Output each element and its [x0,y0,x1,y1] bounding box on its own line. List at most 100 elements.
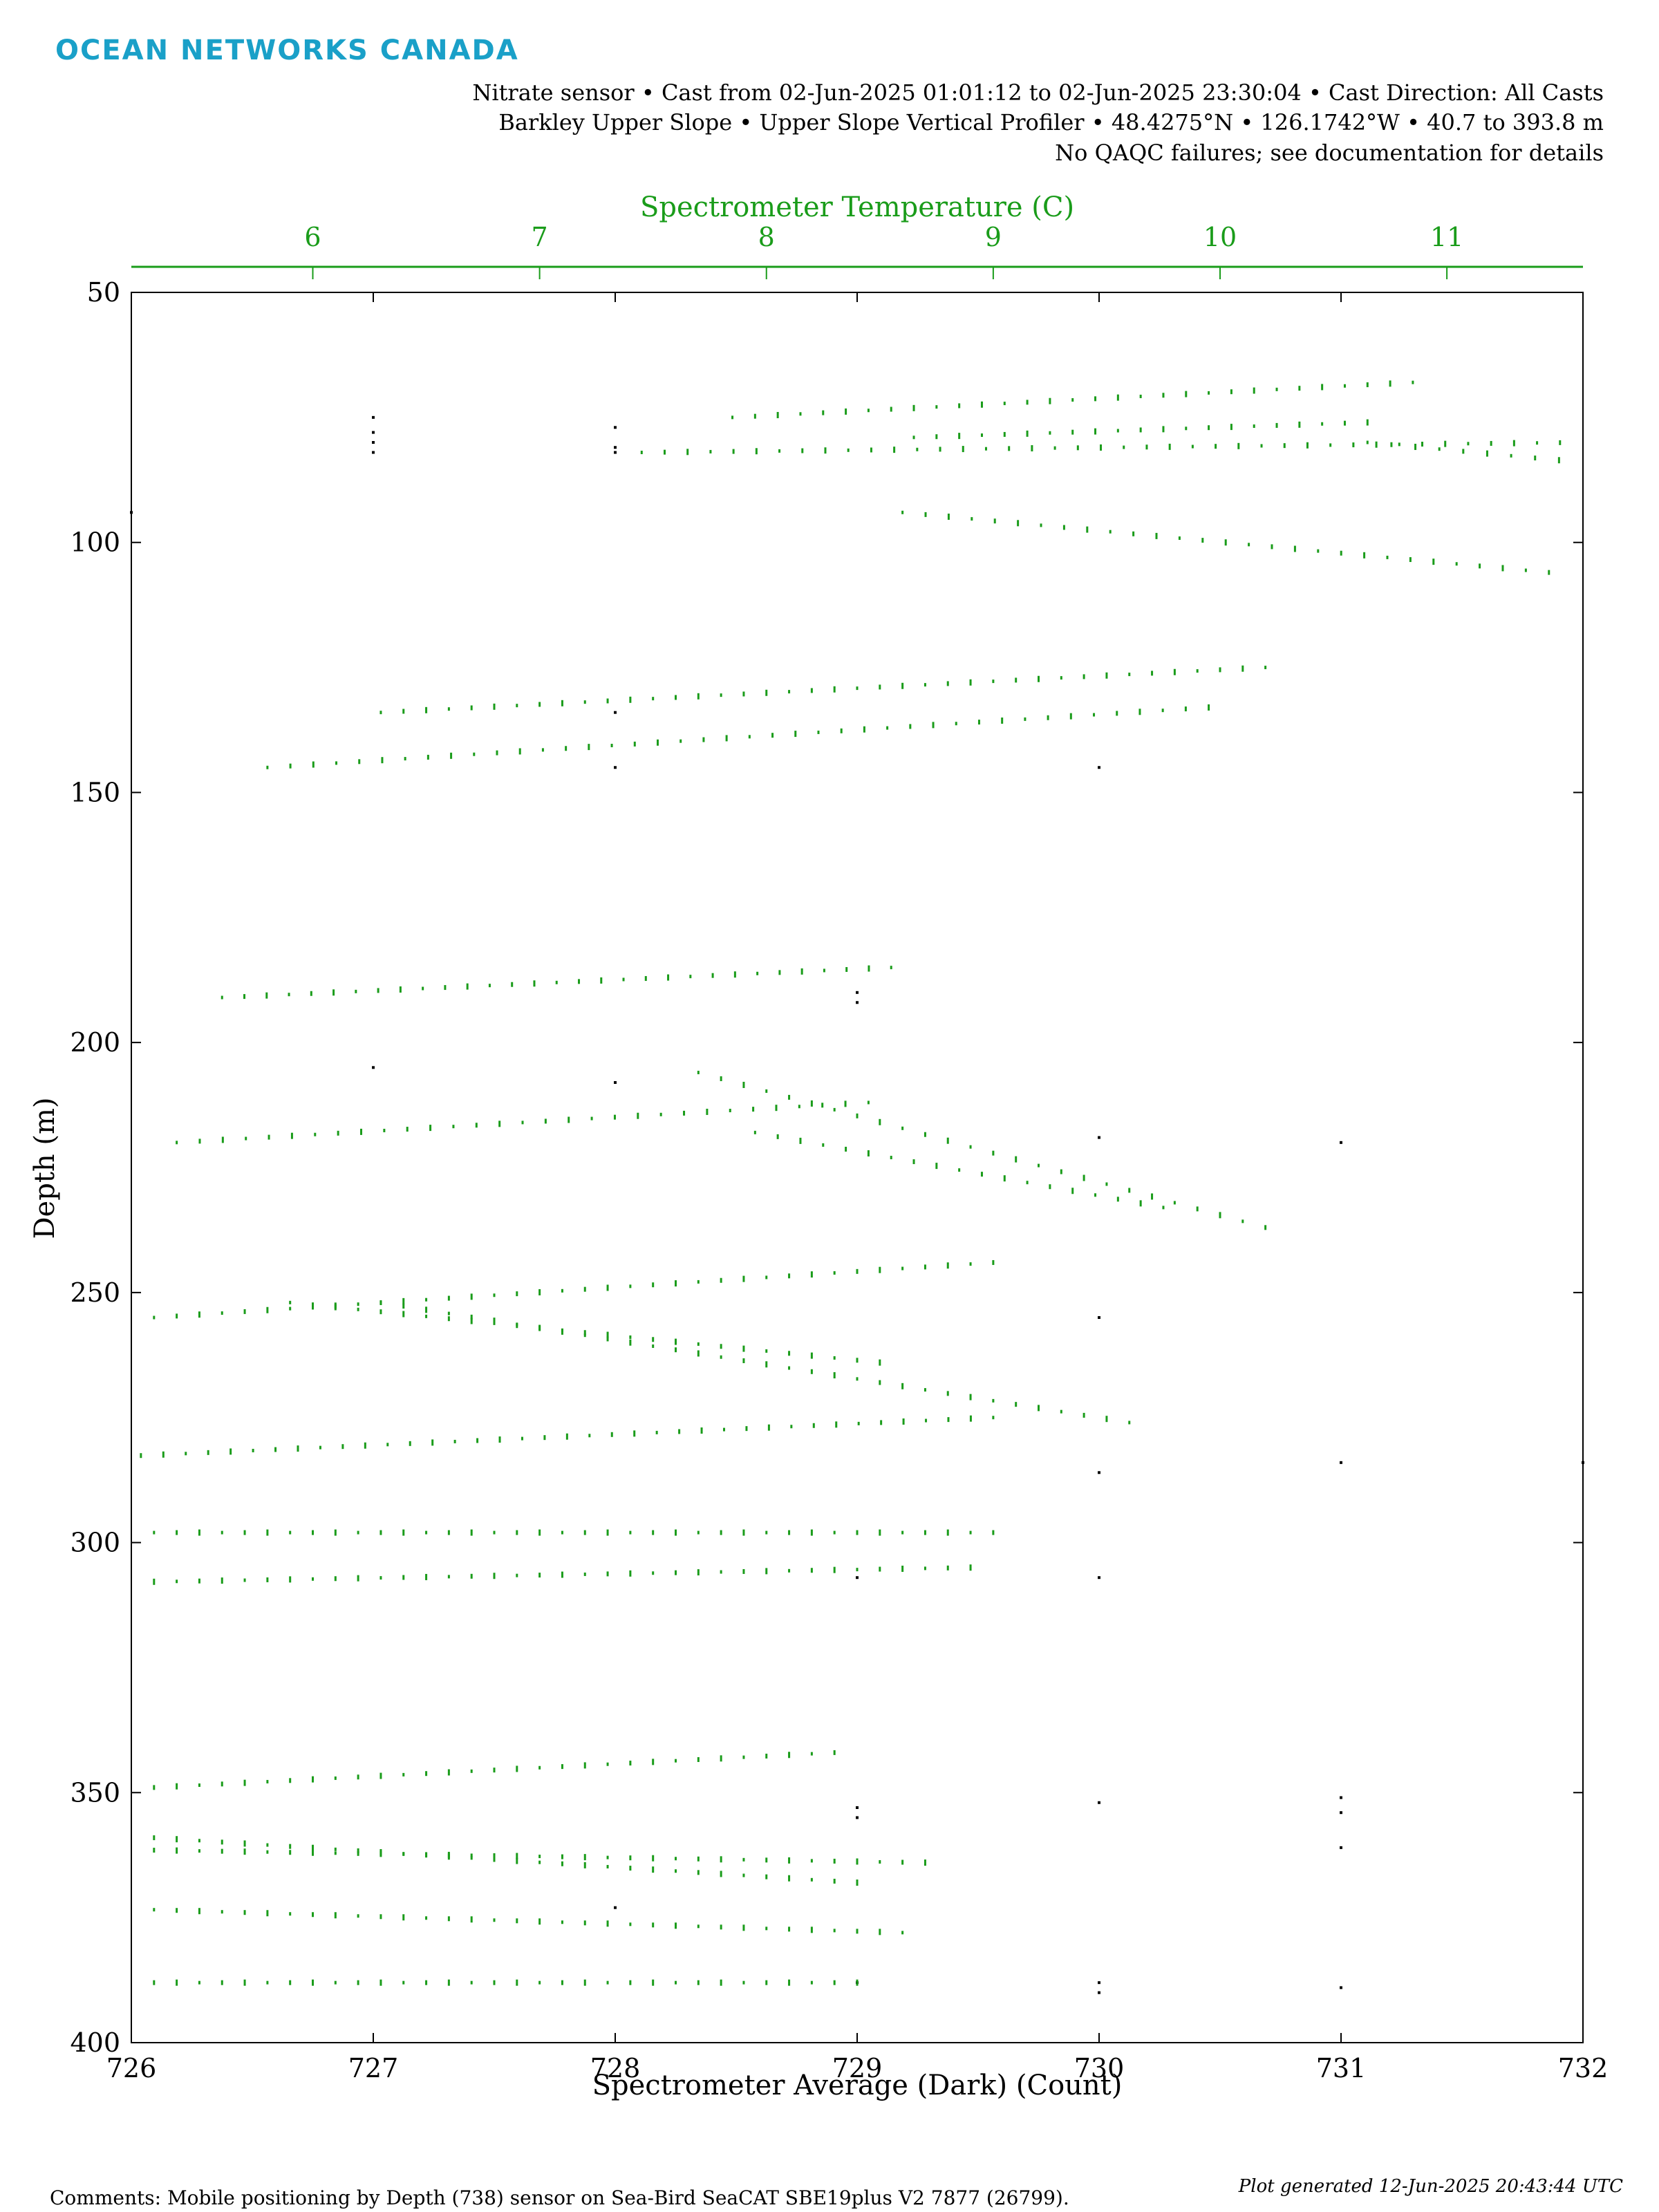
header-line-location: Barkley Upper Slope • Upper Slope Vertic… [498,109,1604,135]
data-point-temperature [447,707,450,711]
data-point-temperature [901,1382,904,1389]
data-point-temperature [776,411,779,418]
data-point-temperature [879,1359,881,1366]
data-point-temperature [969,1145,972,1149]
data-point-temperature [561,1328,563,1332]
data-point-temperature [1444,440,1447,447]
data-point-temperature [720,1856,722,1863]
x-axis-label: Spectrometer Average (Dark) (Count) [592,2070,1123,2101]
data-point-temperature [810,688,813,693]
data-point-temperature [675,1869,677,1873]
data-point-temperature [1017,520,1020,527]
data-point-nitrate [614,1081,617,1085]
x-tick-label: 732 [1558,2053,1609,2083]
data-point-temperature [794,731,797,738]
data-point-temperature [561,700,563,706]
data-point-temperature [1162,1206,1165,1210]
data-point-temperature [544,1118,547,1124]
data-point-temperature [1105,1416,1108,1423]
data-point-temperature [466,983,469,990]
data-point-temperature [1094,396,1097,402]
data-point-temperature [176,1783,178,1790]
data-point-temperature [606,1980,609,1985]
data-point-temperature [833,1566,836,1573]
data-point-temperature [266,1843,269,1847]
data-point-temperature [788,1273,791,1279]
data-point-temperature [221,1848,223,1854]
data-point-temperature [561,1764,563,1770]
data-point-temperature [379,1300,382,1304]
data-point-temperature [555,980,558,984]
data-point-temperature [702,737,705,742]
y-tick-label: 300 [70,1528,120,1558]
data-point-temperature [969,1415,972,1422]
data-point-temperature [1208,704,1210,711]
data-point-temperature [886,726,889,730]
data-point-temperature [1139,427,1142,433]
data-point-temperature [1026,430,1029,437]
data-point-nitrate [1340,1141,1342,1144]
data-point-temperature [879,1529,881,1536]
data-point-temperature [788,1857,791,1864]
data-point-temperature [765,1980,768,1985]
data-point-temperature [629,1284,632,1288]
data-point-temperature [1490,440,1492,446]
data-point-temperature [675,1338,677,1345]
data-point-temperature [810,1927,813,1933]
data-point-temperature [493,1768,496,1773]
data-point-temperature [606,1571,609,1577]
data-point-temperature [1151,1193,1154,1200]
data-point-temperature [355,989,357,993]
data-point-temperature [1501,565,1504,572]
data-point-temperature [652,1337,655,1342]
data-point-temperature [629,1570,632,1577]
data-point-temperature [289,1576,292,1583]
data-point-temperature [901,510,904,514]
data-point-temperature [867,409,870,413]
data-point-temperature [1071,398,1074,402]
data-point-temperature [312,1530,314,1535]
data-point-temperature [1049,397,1051,404]
data-point-temperature [583,1333,586,1338]
y-tick-label: 100 [70,527,120,558]
data-point-temperature [833,1929,836,1933]
y-axis-label: Depth (m) [29,1097,61,1239]
data-point-temperature [377,988,379,993]
data-point-temperature [470,1853,473,1857]
data-point-temperature [1201,538,1204,543]
data-point-temperature [493,1293,496,1297]
data-point-temperature [538,1573,541,1578]
data-point-temperature [810,1352,813,1359]
data-point-temperature [198,1783,200,1788]
data-point-temperature [742,1755,745,1759]
data-point-temperature [765,1275,768,1280]
data-point-temperature [153,1980,156,1985]
data-point-temperature [1040,523,1042,527]
data-point-temperature [1116,711,1118,716]
data-point-temperature [1293,545,1296,552]
data-point-temperature [752,1107,755,1112]
y-tick-label: 50 [87,277,120,308]
data-point-temperature [561,1288,563,1293]
data-point-temperature [140,1453,142,1459]
data-point-temperature [243,1309,246,1314]
data-point-temperature [1329,443,1332,447]
data-point-temperature [706,1108,709,1115]
data-point-temperature [1015,1156,1018,1163]
data-point-temperature [488,984,491,988]
data-point-temperature [1008,446,1011,451]
data-point-temperature [689,975,692,979]
data-point-temperature [583,1330,586,1335]
data-point-temperature [775,1105,778,1112]
data-point-temperature [720,1924,722,1930]
data-point-temperature [266,1577,269,1582]
data-point-temperature [817,730,820,734]
data-point-temperature [1414,443,1417,450]
data-point-temperature [679,739,682,743]
data-point-temperature [1253,387,1255,394]
data-point-temperature [243,1578,246,1582]
data-point-temperature [1128,1421,1131,1425]
data-point-temperature [697,1856,700,1862]
data-point-temperature [629,1855,632,1861]
data-point-temperature [742,1081,745,1088]
